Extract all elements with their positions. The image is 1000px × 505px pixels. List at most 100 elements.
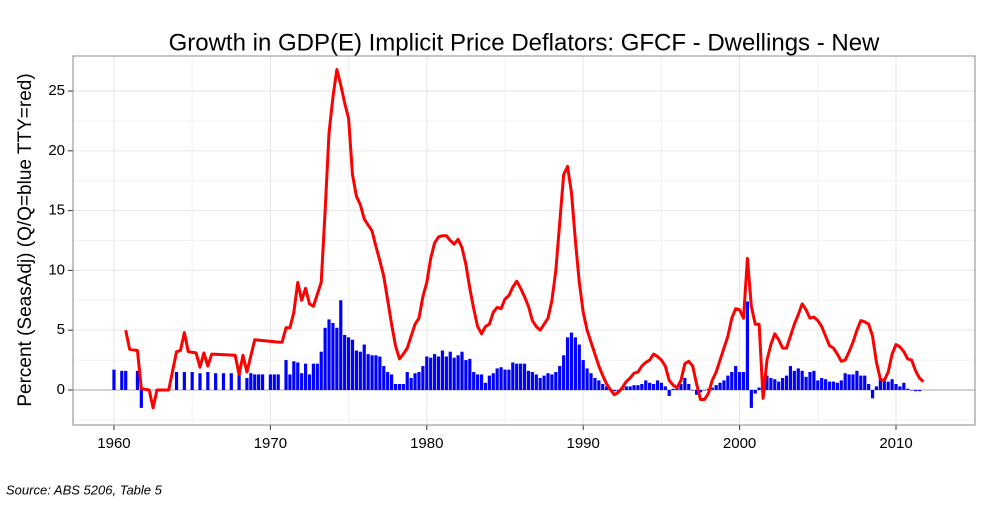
bar (503, 369, 507, 390)
bar (890, 379, 894, 390)
bar (366, 354, 370, 390)
y-tick-label: 10 (48, 261, 65, 278)
bar (311, 363, 315, 390)
bar (683, 378, 687, 390)
bar (839, 380, 843, 390)
bar (565, 337, 570, 390)
bar (300, 373, 304, 390)
bar (417, 372, 421, 390)
bar (718, 382, 722, 390)
bar (784, 375, 789, 390)
bar (734, 366, 738, 390)
plot-border (72, 55, 976, 426)
bar (824, 379, 828, 390)
bar (589, 373, 593, 390)
bar (229, 373, 233, 390)
bar (519, 363, 523, 390)
bar (820, 378, 824, 390)
bar (397, 383, 402, 390)
bar (636, 385, 640, 390)
bar (691, 389, 695, 391)
bar (534, 374, 538, 390)
bar (237, 373, 241, 390)
bar (659, 382, 664, 390)
x-tick-label: 1990 (567, 435, 600, 452)
bar (781, 378, 785, 390)
bar (671, 388, 675, 390)
bar (863, 375, 867, 390)
bar (730, 372, 734, 390)
bar (651, 383, 656, 390)
bar (257, 374, 261, 390)
bar (753, 389, 757, 394)
bar (640, 383, 644, 390)
bar (135, 370, 140, 390)
bar (605, 386, 609, 390)
bar (577, 344, 581, 390)
bar (409, 378, 413, 390)
bar (268, 374, 272, 390)
chart-title: Growth in GDP(E) Implicit Price Deflator… (169, 29, 880, 56)
bar (362, 344, 366, 390)
bar (452, 357, 456, 390)
bar (522, 363, 527, 390)
bar (792, 370, 796, 390)
bar (843, 373, 847, 390)
bar (788, 366, 793, 390)
bar (773, 379, 777, 390)
bar (307, 374, 312, 390)
bar (917, 389, 922, 392)
bar (272, 374, 276, 390)
bar (894, 383, 898, 390)
bar (581, 360, 585, 390)
bar (491, 373, 495, 390)
bar (476, 374, 480, 390)
bar (378, 356, 382, 390)
bar (511, 362, 515, 390)
bar (386, 372, 390, 390)
y-axis-label: Percent (SeasAdj) (Q/Q=blue TTY=red) (15, 73, 36, 406)
bar (343, 334, 347, 390)
bar (757, 387, 761, 390)
bar (303, 363, 308, 390)
bar (182, 372, 186, 390)
bar (190, 372, 194, 390)
bar (558, 366, 562, 390)
bar (448, 351, 452, 390)
bar (597, 380, 601, 390)
bar (429, 357, 433, 390)
bar (679, 383, 683, 390)
bar (796, 368, 800, 390)
bar (440, 350, 445, 390)
bar (538, 378, 542, 390)
bar (562, 355, 566, 390)
bar (358, 351, 362, 390)
bar (124, 370, 128, 390)
bar (769, 378, 773, 390)
bar (870, 389, 875, 399)
bar (479, 374, 484, 390)
bar (296, 362, 300, 390)
bar (487, 375, 491, 390)
bar (315, 363, 319, 390)
bar (812, 370, 816, 390)
bar (382, 366, 386, 390)
bar (354, 350, 359, 390)
bar (874, 386, 879, 390)
bar (120, 370, 124, 390)
bar (898, 386, 902, 390)
x-tick-label: 1970 (254, 435, 287, 452)
x-tick-label: 1980 (410, 435, 443, 452)
bar (350, 339, 355, 390)
bar (401, 383, 405, 390)
bar (569, 332, 574, 390)
bar (546, 373, 550, 390)
bar (425, 356, 429, 390)
bar (421, 366, 425, 390)
bar (276, 374, 280, 390)
bar (249, 373, 253, 390)
y-tick-label: 5 (57, 321, 65, 338)
bar (335, 327, 339, 390)
y-tick-label: 15 (48, 202, 65, 219)
